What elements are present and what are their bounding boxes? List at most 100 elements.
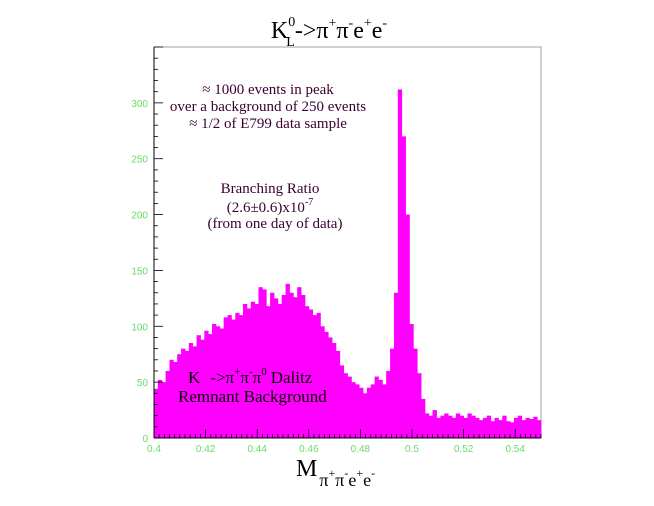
- histogram-bar: [436, 417, 441, 438]
- chart-title: K0 L->π+π-e+e-: [271, 15, 387, 50]
- histogram-bar: [332, 343, 337, 438]
- y-tick-label: 100: [131, 322, 148, 333]
- histogram-bar: [355, 384, 360, 438]
- histogram-bar: [316, 312, 321, 438]
- histogram-bar: [250, 301, 256, 438]
- histogram-bar: [335, 350, 341, 438]
- histogram-bar: [277, 303, 283, 438]
- histogram-bar: [293, 297, 298, 438]
- histogram-bar: [235, 312, 240, 438]
- histogram-bar: [161, 382, 167, 438]
- histogram-bar: [401, 136, 406, 438]
- histogram-bar: [521, 420, 526, 438]
- histogram-bar: [262, 289, 267, 438]
- histogram-bar: [448, 415, 453, 438]
- histogram-bar: [382, 384, 387, 438]
- histogram-bar: [215, 326, 221, 438]
- histogram-bar: [154, 388, 159, 438]
- histogram-bar: [301, 295, 306, 438]
- histogram-bar: [490, 421, 495, 438]
- histogram-bar: [339, 365, 345, 438]
- histogram-bar: [297, 287, 302, 438]
- histogram-bar: [239, 315, 244, 438]
- histogram-bar: [281, 295, 286, 438]
- histogram-bar: [192, 346, 197, 438]
- histogram-bar: [212, 324, 217, 438]
- histogram-bar: [304, 306, 310, 438]
- annotation-data-sample: ≈ 1/2 of E799 data sample: [189, 116, 347, 132]
- histogram-bar: [475, 417, 480, 438]
- histogram-bar: [204, 330, 209, 438]
- histogram-bar: [424, 413, 430, 438]
- x-tick-label: 0.52: [454, 444, 474, 455]
- histogram-bar: [351, 382, 356, 438]
- y-tick-label: 150: [131, 266, 148, 277]
- histogram-bar: [471, 415, 476, 438]
- histogram-bar: [463, 417, 468, 438]
- histogram-bar: [486, 415, 492, 438]
- histogram-bar: [308, 309, 314, 438]
- histogram-bar: [184, 350, 190, 438]
- histogram-bar: [525, 417, 530, 438]
- histogram-bar: [397, 89, 403, 438]
- histogram-bar: [243, 303, 248, 438]
- histogram-bar: [529, 419, 534, 438]
- x-tick-label: 0.46: [299, 444, 319, 455]
- histogram-bar: [165, 370, 170, 438]
- histogram-bar: [320, 326, 325, 438]
- histogram-bar: [324, 331, 329, 438]
- x-ticks: 0.4 0.42 0.44 0.46 0.48 0.5 0.52 0.54: [147, 429, 542, 455]
- histogram-bar: [405, 214, 410, 438]
- histogram-bar: [502, 415, 507, 438]
- annotation-background: over a background of 250 events: [170, 99, 366, 115]
- histogram-bar: [370, 384, 375, 438]
- annotation-br-note: (from one day of data): [208, 216, 343, 232]
- histogram-bar: [451, 417, 457, 438]
- histogram-bar: [328, 337, 333, 438]
- histogram-bar: [227, 315, 232, 438]
- annotation-dalitz: K ->π+π-π0 Dalitz: [188, 366, 313, 387]
- histogram-bar: [266, 306, 271, 438]
- histogram-bar: [537, 420, 542, 438]
- annotation-events-peak: ≈ 1000 events in peak: [202, 82, 334, 98]
- histogram-bars: [154, 89, 542, 438]
- y-tick-label: 200: [131, 211, 148, 222]
- histogram-bar: [258, 287, 263, 438]
- histogram-bar: [479, 420, 484, 438]
- histogram-bar: [421, 398, 426, 438]
- histogram-bar: [359, 387, 364, 438]
- annotations: ≈ 1000 events in peak over a background …: [170, 82, 366, 406]
- histogram-bar: [533, 416, 538, 438]
- histogram-bar: [393, 292, 399, 438]
- histogram-bar: [517, 415, 523, 438]
- x-tick-label: 0.5: [405, 444, 419, 455]
- histogram-bar: [219, 328, 225, 438]
- histogram-bar: [362, 393, 368, 438]
- y-ticks: 0 50 100 150 200 250 300: [131, 46, 163, 445]
- histogram-bar: [428, 415, 434, 438]
- histogram-bar: [409, 324, 414, 438]
- histogram-bar: [208, 334, 213, 438]
- histogram-bar: [459, 415, 464, 438]
- histogram-bar: [386, 370, 391, 438]
- histogram-bar: [494, 417, 499, 438]
- histogram-bar: [390, 348, 395, 438]
- histogram-bar: [467, 413, 472, 438]
- histogram-bar: [188, 343, 194, 438]
- axes: [153, 47, 541, 439]
- histogram-bar: [157, 379, 163, 438]
- histogram-bar: [246, 308, 252, 438]
- histogram-bar: [440, 415, 445, 438]
- x-tick-label: 0.4: [147, 444, 161, 455]
- x-tick-label: 0.54: [505, 444, 525, 455]
- histogram-bar: [273, 298, 279, 438]
- histogram-bar: [270, 292, 275, 438]
- histogram-bar: [378, 379, 383, 438]
- y-tick-label: 300: [131, 99, 148, 110]
- annotation-br-value: (2.6±0.6)x10-7: [227, 197, 314, 216]
- histogram-bar: [177, 354, 182, 438]
- y-tick-label: 0: [142, 434, 148, 445]
- histogram-bar: [343, 373, 348, 438]
- histogram-bar: [444, 413, 449, 438]
